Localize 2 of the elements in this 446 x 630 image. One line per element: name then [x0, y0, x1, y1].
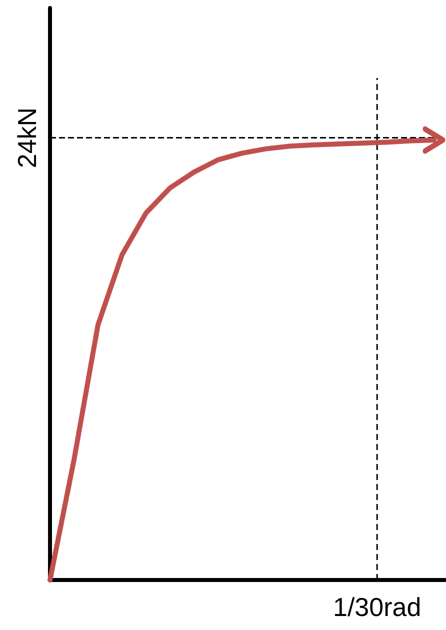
ref-line-label: 24kN [12, 107, 42, 168]
text: 1/30rad [333, 592, 422, 622]
